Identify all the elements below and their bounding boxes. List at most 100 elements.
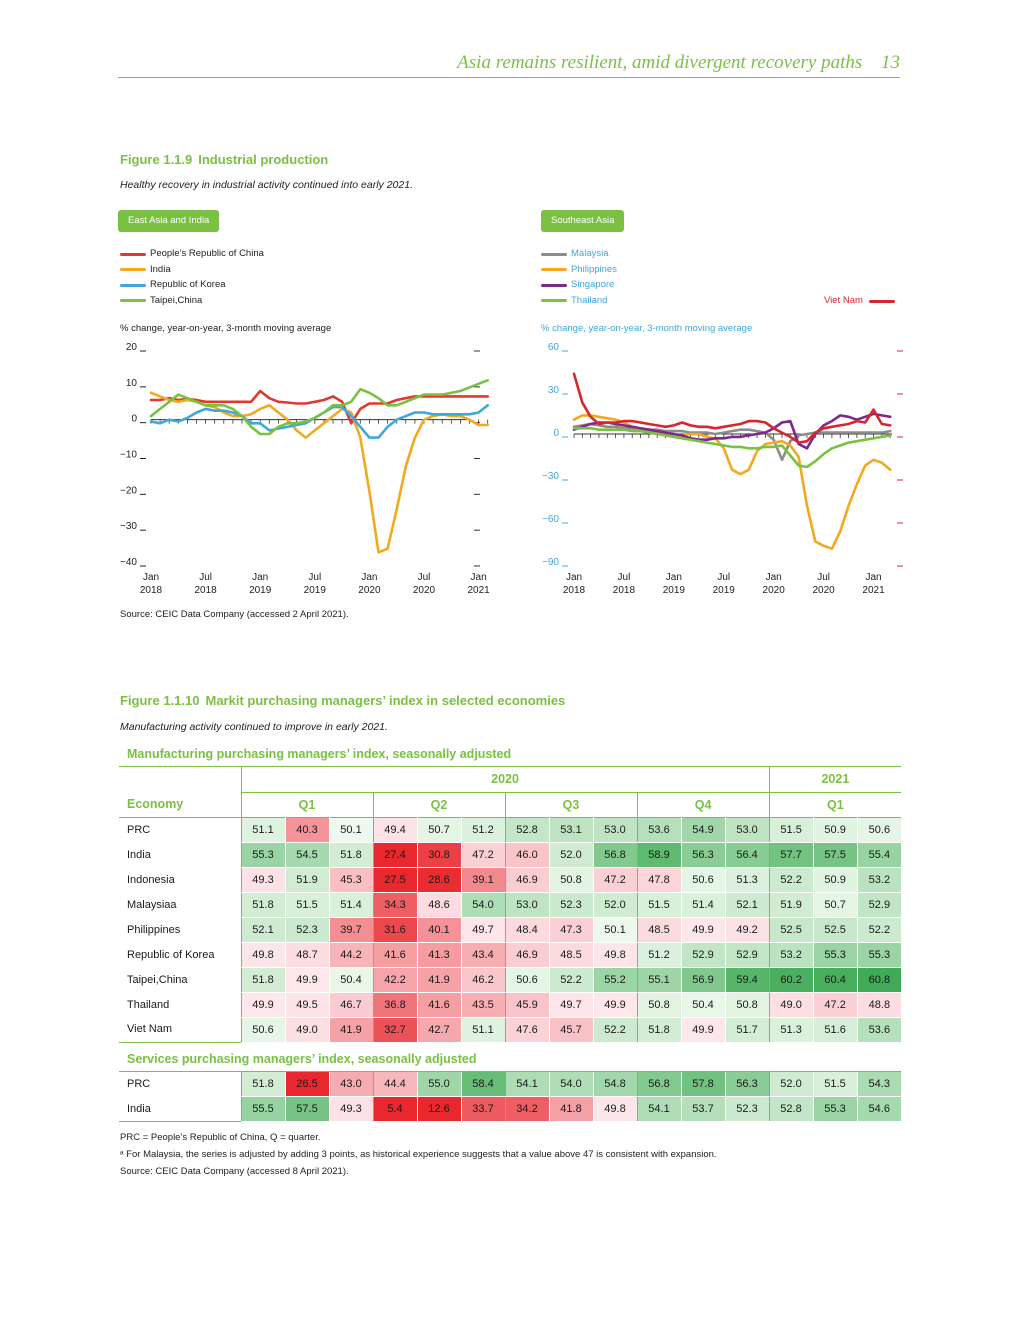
pmi-cell: 50.6 bbox=[240, 1017, 285, 1043]
pmi-cell: 27.5 bbox=[372, 867, 417, 893]
pmi-cell: 49.0 bbox=[768, 992, 814, 1018]
pmi-cell: 32.7 bbox=[372, 1017, 417, 1043]
figure-title-text: Industrial production bbox=[198, 152, 329, 167]
quarter-header: Q4 bbox=[636, 792, 770, 817]
y-tick-label: 0 bbox=[553, 428, 559, 439]
pmi-cell: 44.2 bbox=[328, 942, 373, 968]
legend-swatch bbox=[120, 283, 146, 287]
pmi-cell: 52.9 bbox=[856, 892, 902, 918]
legend-item-malaysia: Malaysia bbox=[541, 247, 617, 261]
svc-pmi-table: PRC 51.8 26.5 43.0 44.4 55.0 58.4 54.1 54.0 54.8 5… bbox=[119, 1072, 901, 1122]
legend-swatch bbox=[541, 252, 567, 256]
pmi-cell: 42.2 bbox=[372, 967, 417, 993]
pmi-cell: 50.8 bbox=[548, 867, 593, 893]
y-tick-label: −30 bbox=[120, 521, 137, 532]
pmi-cell: 55.3 bbox=[240, 842, 285, 868]
legend-label: India bbox=[150, 263, 171, 275]
pmi-cell: 53.0 bbox=[592, 817, 637, 843]
pmi-cell: 28.6 bbox=[416, 867, 461, 893]
series-line-republic-of-korea bbox=[149, 403, 490, 439]
x-tick-label: Jul bbox=[199, 572, 212, 583]
pmi-cell: 56.8 bbox=[636, 1072, 681, 1097]
pmi-cell: 54.3 bbox=[856, 1072, 901, 1097]
mfg-pmi-table: 2020 2021 Economy Q1 Q2 Q3 Q4 Q1 PRC 51.1… bbox=[119, 767, 902, 1043]
pmi-cell: 48.8 bbox=[856, 992, 902, 1018]
x-tick-label: Jan bbox=[766, 572, 782, 583]
x-tick-year: 2021 bbox=[862, 585, 885, 596]
pmi-cell: 43.5 bbox=[460, 992, 505, 1018]
pmi-cell: 44.4 bbox=[372, 1072, 417, 1097]
panel-label-southeast-asia: Southeast Asia bbox=[541, 210, 625, 232]
figure-title-text: Markit purchasing managers’ index in sel… bbox=[205, 693, 566, 708]
x-tick-label: Jul bbox=[308, 572, 321, 583]
legend-swatch bbox=[541, 283, 567, 287]
pmi-cell: 54.6 bbox=[856, 1096, 901, 1122]
pmi-cell: 48.4 bbox=[504, 917, 549, 943]
pmi-cell: 26.5 bbox=[284, 1072, 329, 1097]
legend-label: Thailand bbox=[571, 294, 608, 306]
legend-item-singapore: Singapore bbox=[541, 278, 617, 292]
mfg-table-wrap: 2020 2021 Economy Q1 Q2 Q3 Q4 Q1 PRC 51.1… bbox=[119, 766, 902, 1043]
series-line-philippines bbox=[572, 414, 892, 551]
pmi-cell: 50.4 bbox=[680, 992, 725, 1018]
pmi-cell: 51.1 bbox=[460, 1017, 505, 1043]
legend-swatch bbox=[120, 252, 146, 256]
pmi-cell: 45.9 bbox=[504, 992, 549, 1018]
pmi-cell: 52.9 bbox=[724, 942, 770, 968]
economy-name: India bbox=[127, 1102, 151, 1115]
pmi-cell: 52.1 bbox=[724, 892, 770, 918]
pmi-cell: 34.3 bbox=[372, 892, 417, 918]
pmi-cell: 49.9 bbox=[592, 992, 637, 1018]
pmi-cell: 12.6 bbox=[416, 1096, 461, 1122]
pmi-cell: 51.8 bbox=[240, 892, 285, 918]
pmi-cell: 49.2 bbox=[724, 917, 770, 943]
legend-label: Philippines bbox=[571, 263, 617, 275]
year-header-2021: 2021 bbox=[768, 767, 902, 793]
pmi-cell: 51.5 bbox=[636, 892, 681, 918]
pmi-cell: 51.7 bbox=[724, 1017, 770, 1043]
x-tick-year: 2018 bbox=[140, 585, 163, 596]
pmi-cell: 45.3 bbox=[328, 867, 373, 893]
pmi-cell: 41.6 bbox=[372, 942, 417, 968]
x-tick-year: 2020 bbox=[413, 585, 436, 596]
figure-1-1-9-source: Source: CEIC Data Company (accessed 2 Ap… bbox=[120, 609, 349, 620]
pmi-cell: 57.5 bbox=[284, 1096, 329, 1122]
x-tick-label: Jul bbox=[817, 572, 830, 583]
figure-1-1-10-title: Figure 1.1.10 Markit purchasing managers’… bbox=[120, 693, 565, 708]
legend-swatch bbox=[868, 299, 895, 303]
pmi-cell: 49.9 bbox=[284, 967, 329, 993]
legend-label: Taipei,China bbox=[150, 294, 203, 306]
pmi-cell: 50.7 bbox=[416, 817, 461, 843]
svc-table-wrap: PRC 51.8 26.5 43.0 44.4 55.0 58.4 54.1 54.0 54.8 5… bbox=[119, 1071, 901, 1122]
pmi-cell: 36.8 bbox=[372, 992, 417, 1018]
pmi-cell: 59.4 bbox=[724, 967, 770, 993]
figure-number: Figure 1.1.10 bbox=[120, 693, 200, 708]
pmi-cell: 57.5 bbox=[812, 842, 858, 868]
pmi-cell: 51.3 bbox=[768, 1017, 814, 1043]
y-tick-label: 0 bbox=[131, 414, 137, 425]
pmi-cell: 43.0 bbox=[328, 1072, 373, 1097]
pmi-cell: 52.3 bbox=[548, 892, 593, 918]
chart-east-asia: 20 10 0 −10 −20 −30 −40 Jan 2018 Jul 2018 Jan 2019 Ju… bbox=[120, 342, 903, 596]
x-tick-label: Jan bbox=[865, 572, 881, 583]
y-tick-label: 20 bbox=[126, 342, 138, 353]
pmi-cell: 51.8 bbox=[636, 1017, 681, 1043]
legend-swatch bbox=[120, 299, 146, 302]
quarter-header: Q3 bbox=[504, 792, 637, 817]
pmi-cell: 52.2 bbox=[856, 917, 902, 943]
pmi-cell: 49.5 bbox=[284, 992, 329, 1018]
table-row: India 55.5 57.5 49.3 5.4 12.6 33.7 34.2 41.8 49.8… bbox=[119, 1096, 901, 1122]
pmi-cell: 50.9 bbox=[812, 817, 858, 843]
x-tick-year: 2021 bbox=[467, 585, 490, 596]
series-line-thailand bbox=[572, 426, 892, 469]
pmi-cell: 49.4 bbox=[372, 817, 417, 843]
pmi-cell: 54.0 bbox=[460, 892, 505, 918]
pmi-cell: 51.8 bbox=[328, 842, 373, 868]
pmi-cell: 51.4 bbox=[680, 892, 725, 918]
x-tick-year: 2020 bbox=[812, 585, 835, 596]
legend-item-india: India bbox=[120, 263, 264, 277]
pmi-cell: 56.3 bbox=[680, 842, 725, 868]
series-line-singapore bbox=[572, 412, 892, 450]
figure-number: Figure 1.1.9 bbox=[120, 152, 193, 167]
pmi-cell: 41.6 bbox=[416, 992, 461, 1018]
